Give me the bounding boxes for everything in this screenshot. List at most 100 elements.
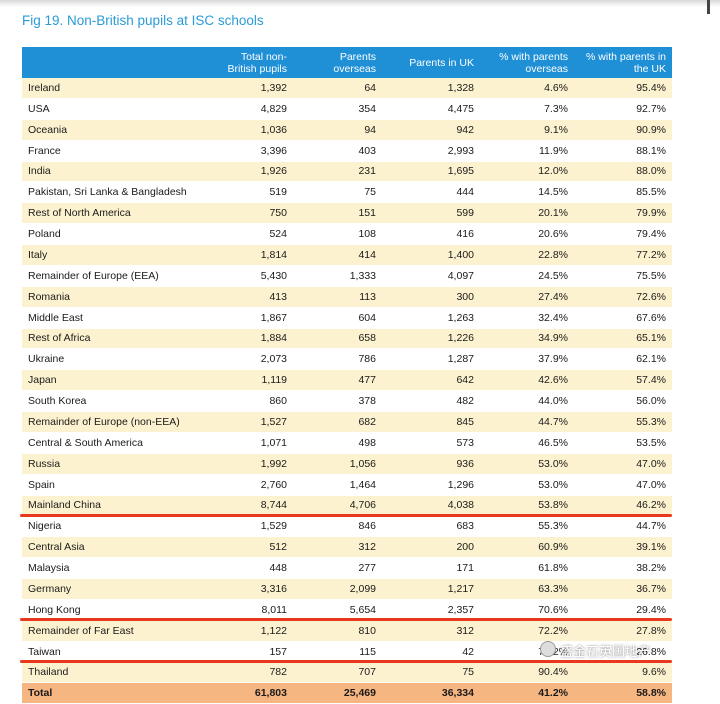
cell-total: 5,430 — [207, 265, 293, 287]
cell-country: USA — [22, 98, 207, 120]
cell-country: Remainder of Far East — [22, 620, 207, 642]
cell-parents-overseas: 707 — [293, 662, 382, 684]
table-row: Romania 413 113 300 27.4% 72.6% — [22, 286, 672, 308]
cell-parents-overseas: 108 — [293, 223, 382, 245]
cell-total: 1,036 — [207, 119, 293, 141]
cell-pct-in-uk: 92.7% — [574, 98, 672, 120]
cell-country: Thailand — [22, 662, 207, 684]
scrollbar-edge — [707, 0, 710, 14]
cell-parents-overseas: 75 — [293, 181, 382, 204]
cell-parents-in-uk: 683 — [382, 515, 480, 538]
table-header-row: Total non-British pupils Parents oversea… — [22, 47, 672, 78]
cell-country: India — [22, 161, 207, 183]
cell-pct-in-uk: 56.0% — [574, 390, 672, 412]
header-pct-overseas: % with parents overseas — [480, 47, 574, 78]
cell-parents-in-uk: 1,400 — [382, 244, 480, 266]
header-total: Total non-British pupils — [207, 47, 293, 78]
table-row: Mainland China 8,744 4,706 4,038 53.8% 46.2% — [22, 495, 672, 517]
cell-parents-overseas: 682 — [293, 411, 382, 433]
cell-country: South Korea — [22, 390, 207, 412]
table-row: Central Asia 512 312 200 60.9% 39.1% — [22, 536, 672, 559]
cell-total: 8,744 — [207, 495, 293, 517]
cell-country: Taiwan — [22, 641, 207, 663]
total-pct-in-uk: 58.8% — [574, 682, 672, 704]
total-parents-in-uk: 36,334 — [382, 682, 480, 704]
table-row: France 3,396 403 2,993 11.9% 88.1% — [22, 140, 672, 162]
cell-parents-in-uk: 1,695 — [382, 161, 480, 183]
cell-parents-in-uk: 4,475 — [382, 98, 480, 120]
cell-pct-in-uk: 44.7% — [574, 515, 672, 538]
cell-parents-overseas: 477 — [293, 369, 382, 392]
cell-pct-in-uk: 36.7% — [574, 578, 672, 600]
table-row: Thailand 782 707 75 90.4% 9.6% — [22, 662, 672, 684]
table-row: South Korea 860 378 482 44.0% 56.0% — [22, 390, 672, 412]
table-row: Japan 1,119 477 642 42.6% 57.4% — [22, 369, 672, 392]
table-row: Nigeria 1,529 846 683 55.3% 44.7% — [22, 515, 672, 538]
table-row: India 1,926 231 1,695 12.0% 88.0% — [22, 161, 672, 183]
cell-country: Nigeria — [22, 515, 207, 538]
table-row: Oceania 1,036 94 942 9.1% 90.9% — [22, 119, 672, 141]
cell-pct-overseas: 7.3% — [480, 98, 574, 120]
cell-parents-overseas: 115 — [293, 641, 382, 663]
cell-parents-overseas: 1,464 — [293, 474, 382, 496]
cell-pct-in-uk: 90.9% — [574, 119, 672, 141]
header-parents-in-uk: Parents in UK — [382, 47, 480, 78]
cell-total: 512 — [207, 536, 293, 559]
cell-parents-in-uk: 4,097 — [382, 265, 480, 287]
cell-parents-in-uk: 312 — [382, 620, 480, 642]
cell-pct-overseas: 90.4% — [480, 662, 574, 684]
cell-country: Mainland China — [22, 495, 207, 517]
cell-parents-overseas: 498 — [293, 432, 382, 454]
cell-parents-in-uk: 300 — [382, 286, 480, 308]
table-row: Remainder of Far East 1,122 810 312 72.2% 27.… — [22, 620, 672, 642]
cell-parents-overseas: 113 — [293, 286, 382, 308]
cell-country: Ireland — [22, 78, 207, 99]
cell-parents-in-uk: 1,226 — [382, 328, 480, 350]
cell-pct-overseas: 32.4% — [480, 307, 574, 329]
cell-total: 750 — [207, 202, 293, 225]
total-row: Total 61,803 25,469 36,334 41.2% 58.8% — [22, 682, 672, 704]
cell-parents-in-uk: 42 — [382, 641, 480, 663]
cell-pct-overseas: 22.8% — [480, 244, 574, 266]
cell-parents-overseas: 2,099 — [293, 578, 382, 600]
cell-parents-overseas: 786 — [293, 348, 382, 371]
cell-country: Remainder of Europe (EEA) — [22, 265, 207, 287]
cell-pct-in-uk: 88.1% — [574, 140, 672, 162]
table-row: USA 4,829 354 4,475 7.3% 92.7% — [22, 98, 672, 120]
cell-pct-overseas: 55.3% — [480, 515, 574, 538]
table-row: Rest of Africa 1,884 658 1,226 34.9% 65.1% — [22, 328, 672, 350]
cell-parents-overseas: 94 — [293, 119, 382, 141]
cell-total: 1,867 — [207, 307, 293, 329]
cell-parents-overseas: 1,333 — [293, 265, 382, 287]
cell-pct-in-uk: 65.1% — [574, 328, 672, 350]
cell-country: Remainder of Europe (non-EEA) — [22, 411, 207, 433]
cell-pct-in-uk: 47.0% — [574, 453, 672, 475]
cell-parents-overseas: 1,056 — [293, 453, 382, 475]
cell-total: 1,392 — [207, 78, 293, 99]
cell-pct-overseas: 44.0% — [480, 390, 574, 412]
cell-pct-in-uk: 75.5% — [574, 265, 672, 287]
cell-total: 4,829 — [207, 98, 293, 120]
cell-pct-in-uk: 53.5% — [574, 432, 672, 454]
table-row: Central & South America 1,071 498 573 46.5% 5… — [22, 432, 672, 454]
cell-total: 157 — [207, 641, 293, 663]
table-body: Ireland 1,392 64 1,328 4.6% 95.4% USA 4,829 354 4… — [22, 78, 672, 704]
cell-pct-in-uk: 62.1% — [574, 348, 672, 371]
table-row: Ireland 1,392 64 1,328 4.6% 95.4% — [22, 78, 672, 99]
cell-parents-overseas: 403 — [293, 140, 382, 162]
cell-parents-overseas: 64 — [293, 78, 382, 99]
cell-total: 413 — [207, 286, 293, 308]
cell-parents-overseas: 354 — [293, 98, 382, 120]
cell-pct-overseas: 42.6% — [480, 369, 574, 392]
cell-pct-in-uk: 95.4% — [574, 78, 672, 99]
cell-pct-in-uk: 26.8% — [574, 641, 672, 663]
cell-total: 1,926 — [207, 161, 293, 183]
cell-pct-in-uk: 38.2% — [574, 557, 672, 579]
cell-parents-in-uk: 1,263 — [382, 307, 480, 329]
cell-parents-in-uk: 416 — [382, 223, 480, 245]
cell-total: 1,992 — [207, 453, 293, 475]
cell-total: 1,071 — [207, 432, 293, 454]
cell-parents-overseas: 658 — [293, 328, 382, 350]
cell-pct-overseas: 9.1% — [480, 119, 574, 141]
total-pct-overseas: 41.2% — [480, 682, 574, 704]
